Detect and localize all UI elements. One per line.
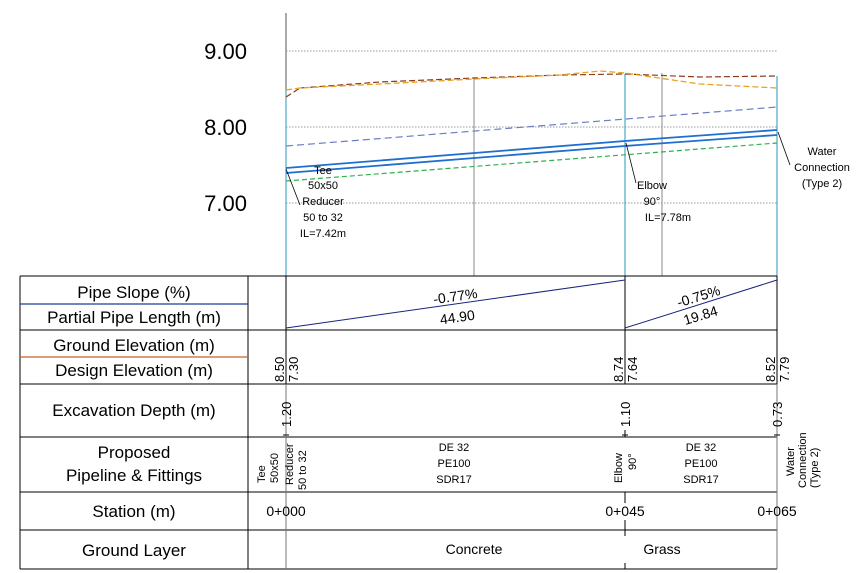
data-table bbox=[19, 275, 778, 570]
pipe-line bbox=[285, 129, 778, 174]
end-fitting-annotation: Water Connection (Type 2) bbox=[777, 131, 850, 190]
row-label-station: Station (m) bbox=[92, 502, 175, 521]
invert-reference-line bbox=[285, 142, 778, 182]
ann-end-line-2: Connection bbox=[794, 162, 850, 174]
ann-end-line-1: Water bbox=[808, 146, 837, 158]
ann-elbow-line-3: IL=7.78m bbox=[645, 212, 691, 224]
row-label-pipe-slope: Pipe Slope (%) bbox=[77, 283, 190, 302]
slope-line-seg2 bbox=[624, 279, 778, 329]
ann-start-line-1: Tee bbox=[314, 165, 332, 177]
slope-line-seg1 bbox=[285, 279, 626, 329]
pipe-spec-seg2-line3: SDR17 bbox=[683, 474, 718, 486]
ann-start-line-5: IL=7.42m bbox=[300, 228, 346, 240]
fitting-elbow-1: Elbow bbox=[613, 453, 625, 483]
station-markers bbox=[285, 74, 778, 276]
pipe-spec-seg1: DE 32 PE100 SDR17 bbox=[436, 442, 471, 486]
fitting-water-1: Water bbox=[785, 447, 797, 476]
excavation-2: 0.73 bbox=[770, 402, 785, 427]
design-elev-0: 7.30 bbox=[286, 357, 301, 382]
pipe-spec-seg1-line2: PE100 bbox=[437, 458, 470, 470]
excavation-0: 1.20 bbox=[279, 402, 294, 427]
fitting-reducer-1: Reducer bbox=[284, 443, 296, 485]
ann-start-line-4: 50 to 32 bbox=[303, 212, 343, 224]
fitting-tee-1: Tee bbox=[256, 465, 268, 483]
ann-elbow-line-1: Elbow bbox=[637, 180, 667, 192]
pipe-spec-seg2-line2: PE100 bbox=[684, 458, 717, 470]
ann-elbow-line-2: 90° bbox=[644, 196, 661, 208]
ground-elev-1: 8.74 bbox=[611, 357, 626, 382]
station-0: 0+000 bbox=[266, 503, 306, 519]
pipe-spec-seg1-line1: DE 32 bbox=[439, 442, 470, 454]
design-elev-2: 7.79 bbox=[777, 357, 792, 382]
y-tick-8: 8.00 bbox=[204, 115, 247, 140]
station-2: 0+065 bbox=[757, 503, 797, 519]
elevation-values: 8.50 7.30 8.74 7.64 8.52 7.79 bbox=[272, 330, 792, 384]
length-value-seg1: 44.90 bbox=[439, 307, 476, 328]
pipe-spec-seg2: DE 32 PE100 SDR17 bbox=[683, 442, 718, 486]
fitting-tee-2: 50x50 bbox=[269, 453, 281, 483]
fitting-water-3: (Type 2) bbox=[809, 448, 821, 488]
row-label-design-elevation: Design Elevation (m) bbox=[55, 361, 213, 380]
pipe-spec-seg1-line3: SDR17 bbox=[436, 474, 471, 486]
fitting-elbow-2: 90° bbox=[627, 453, 639, 470]
slope-value-seg1: -0.77% bbox=[432, 285, 478, 307]
design-elev-1: 7.64 bbox=[625, 357, 640, 382]
ann-start-line-3: Reducer bbox=[302, 196, 344, 208]
row-label-proposed: Proposed bbox=[98, 443, 171, 462]
row-label-partial-length: Partial Pipe Length (m) bbox=[47, 308, 221, 327]
ground-layer-concrete: Concrete bbox=[446, 541, 503, 557]
station-1: 0+045 bbox=[605, 503, 645, 519]
fitting-reducer-2: 50 to 32 bbox=[297, 450, 309, 490]
ground-elev-0: 8.50 bbox=[272, 357, 287, 382]
cover-reference-line bbox=[285, 106, 778, 147]
ground-surface-line bbox=[285, 70, 778, 91]
row-label-pipeline-fittings: Pipeline & Fittings bbox=[66, 466, 202, 485]
y-tick-7: 7.00 bbox=[204, 191, 247, 216]
ground-elev-2: 8.52 bbox=[763, 357, 778, 382]
row-label-excavation-depth: Excavation Depth (m) bbox=[52, 401, 215, 420]
excavation-1: 1.10 bbox=[618, 402, 633, 427]
station-row: 0+000 0+045 0+065 bbox=[266, 492, 797, 530]
row-label-ground-layer: Ground Layer bbox=[82, 541, 186, 560]
elbow-annotation: Elbow 90° IL=7.78m bbox=[625, 142, 691, 224]
row-label-ground-elevation: Ground Elevation (m) bbox=[53, 336, 215, 355]
fitting-water-2: Connection bbox=[797, 432, 809, 488]
excavation-values: 1.20 1.10 0.73 bbox=[279, 402, 785, 437]
profile-grid bbox=[285, 13, 778, 276]
ground-layer-grass: Grass bbox=[643, 541, 680, 557]
y-tick-9: 9.00 bbox=[204, 39, 247, 64]
fittings-row: Tee 50x50 Reducer 50 to 32 Elbow 90° Wat… bbox=[256, 432, 821, 490]
ann-start-line-2: 50x50 bbox=[308, 180, 338, 192]
start-fitting-annotation: Tee 50x50 Reducer 50 to 32 IL=7.42m bbox=[285, 165, 346, 240]
ann-end-line-3: (Type 2) bbox=[802, 178, 842, 190]
ground-layer-row: Concrete Grass bbox=[446, 530, 681, 569]
pipe-spec-seg2-line1: DE 32 bbox=[686, 442, 717, 454]
